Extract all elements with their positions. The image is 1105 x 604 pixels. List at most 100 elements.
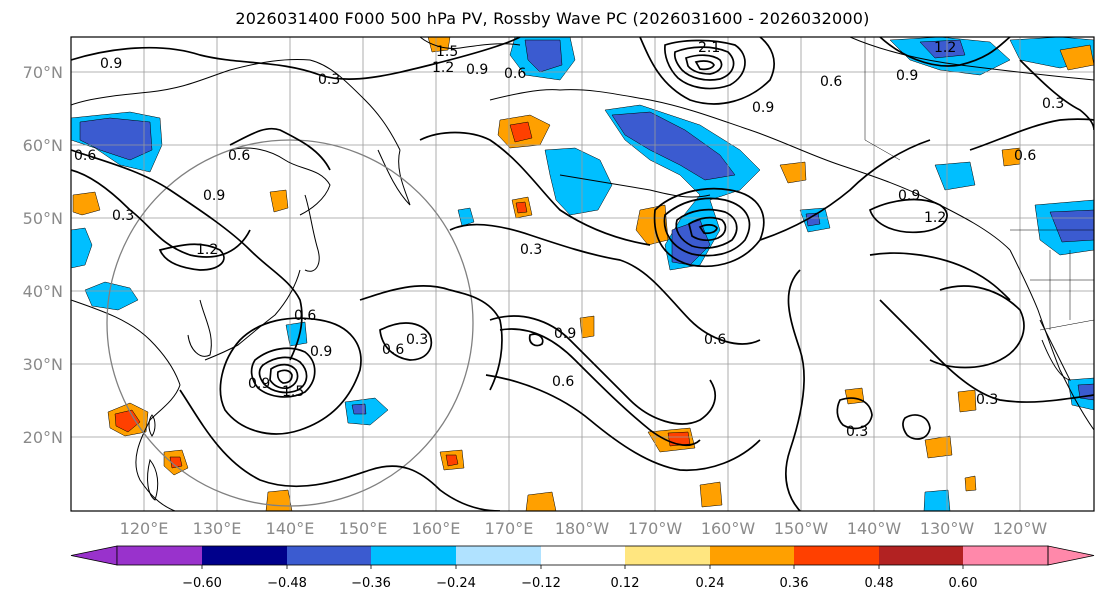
pv-contour bbox=[1019, 59, 1094, 131]
borders bbox=[864, 37, 1094, 331]
border-us-mexico bbox=[1039, 319, 1094, 331]
pv-contour bbox=[869, 252, 1011, 301]
colorbar-tick-label: 0.48 bbox=[865, 576, 894, 591]
lon-label: 130°E bbox=[193, 519, 242, 538]
pv-contour bbox=[179, 389, 501, 511]
colorbar-segment bbox=[794, 546, 879, 565]
pv-contour bbox=[269, 363, 299, 390]
shade-neg-core bbox=[524, 39, 563, 73]
lon-label: 170°E bbox=[485, 519, 534, 538]
pv-contour bbox=[879, 37, 1011, 67]
pv-contour bbox=[929, 285, 1025, 369]
contour-label: 1.5 bbox=[282, 384, 304, 400]
colorbar-segment bbox=[710, 546, 794, 565]
pv-contour bbox=[359, 285, 503, 391]
region-radius-circle bbox=[106, 139, 474, 507]
colorbar-segment bbox=[879, 546, 963, 565]
contour-label: 0.6 bbox=[820, 74, 842, 90]
shade-neg-region bbox=[71, 227, 93, 269]
coastline-alaska bbox=[489, 89, 1011, 251]
pv-contour bbox=[639, 37, 775, 105]
lon-label: 140°W bbox=[847, 519, 902, 538]
coastline-baja bbox=[1039, 319, 1071, 381]
pv-contour bbox=[229, 127, 331, 171]
lon-label: 140°E bbox=[266, 519, 315, 538]
colorbar: −0.60 −0.48 −0.36 −0.24 −0.12 0.12 0.24 … bbox=[70, 545, 1095, 591]
contour-label: 0.6 bbox=[1014, 148, 1036, 164]
pv-contour bbox=[663, 197, 751, 257]
contour-label: 1.2 bbox=[432, 60, 454, 76]
contour-labels: 0.9 0.3 1.5 1.2 0.9 0.6 2.1 0.6 0.9 1.2 … bbox=[74, 40, 1064, 440]
contour-label: 2.1 bbox=[698, 40, 720, 56]
shade-neg-region bbox=[84, 281, 139, 311]
longitude-labels: 120°E 130°E 140°E 150°E 160°E 170°E 180°… bbox=[120, 519, 1048, 538]
shade-pos-region bbox=[844, 387, 865, 405]
shade-pos-region bbox=[924, 435, 953, 459]
contour-label: 0.9 bbox=[100, 56, 122, 72]
lat-label: 30°N bbox=[23, 355, 63, 374]
coastline-sakhalin bbox=[304, 194, 320, 272]
contour-label: 0.9 bbox=[466, 62, 488, 78]
coastline-china bbox=[71, 299, 181, 511]
pv-contours bbox=[71, 37, 1094, 511]
lat-label: 70°N bbox=[23, 63, 63, 82]
pv-contour bbox=[868, 198, 948, 234]
pv-contour bbox=[879, 299, 1094, 403]
border-alaska-canada bbox=[864, 37, 901, 161]
shade-neg-core bbox=[611, 111, 736, 181]
shade-pos-region bbox=[699, 481, 723, 508]
contour-label: 0.3 bbox=[406, 332, 428, 348]
pv-contour bbox=[528, 333, 544, 347]
shade-pos-strong bbox=[515, 201, 528, 214]
coastline-aleutians bbox=[559, 174, 711, 198]
pv-contour bbox=[219, 317, 362, 435]
shade-neg-core bbox=[805, 212, 821, 227]
latitude-labels: 70°N 60°N 50°N 40°N 30°N 20°N bbox=[23, 63, 63, 447]
pv-contour bbox=[902, 414, 931, 440]
pv-contour bbox=[489, 315, 717, 425]
coastline-kamchatka bbox=[377, 149, 411, 206]
colorbar-segment bbox=[963, 546, 1048, 565]
shade-pos-region bbox=[779, 161, 807, 184]
shade-pos-strong bbox=[169, 456, 183, 469]
colorbar-segment bbox=[541, 546, 625, 565]
lon-label: 180°W bbox=[555, 519, 610, 538]
pv-contour bbox=[688, 216, 727, 242]
pv-contour bbox=[71, 37, 521, 80]
colorbar-segment bbox=[625, 546, 710, 565]
colorbar-tick-label: −0.60 bbox=[182, 576, 222, 591]
colorbar-tick-labels: −0.60 −0.48 −0.36 −0.24 −0.12 0.12 0.24 … bbox=[182, 576, 977, 591]
shade-pos-region bbox=[72, 191, 101, 216]
lon-label: 150°W bbox=[774, 519, 829, 538]
contour-label: 1.5 bbox=[436, 44, 458, 60]
coastline-japan bbox=[204, 269, 301, 361]
colorbar-frame bbox=[116, 545, 1049, 566]
shade-neg-region bbox=[923, 489, 951, 511]
shade-neg-region bbox=[457, 207, 475, 227]
contour-label: 0.9 bbox=[554, 326, 576, 342]
pv-contour bbox=[759, 139, 931, 241]
colorbar-tick-label: 0.12 bbox=[611, 576, 640, 591]
pv-contour bbox=[673, 46, 735, 81]
map-border bbox=[70, 36, 1095, 512]
contour-label: 0.9 bbox=[896, 68, 918, 84]
colorbar-segment bbox=[117, 546, 202, 565]
contour-label: 0.3 bbox=[318, 72, 340, 88]
pv-contour bbox=[158, 243, 225, 271]
colorbar-tick-label: −0.24 bbox=[436, 576, 476, 591]
pv-contour bbox=[684, 54, 723, 75]
contour-label: 0.6 bbox=[504, 66, 526, 82]
contour-label: 0.6 bbox=[704, 332, 726, 348]
colorbar-arrow-low bbox=[70, 545, 118, 566]
pv-contour bbox=[664, 39, 746, 90]
shade-neg-region bbox=[544, 147, 613, 216]
pv-contour bbox=[485, 374, 761, 472]
colorbar-arrow-high bbox=[1047, 545, 1095, 566]
pv-contour bbox=[836, 397, 873, 430]
contour-label: 0.3 bbox=[846, 424, 868, 440]
contour-label: 0.6 bbox=[294, 308, 316, 324]
coastline-okhotsk bbox=[229, 147, 331, 216]
contour-label: 0.6 bbox=[228, 148, 250, 164]
contour-label: 0.6 bbox=[74, 148, 96, 164]
